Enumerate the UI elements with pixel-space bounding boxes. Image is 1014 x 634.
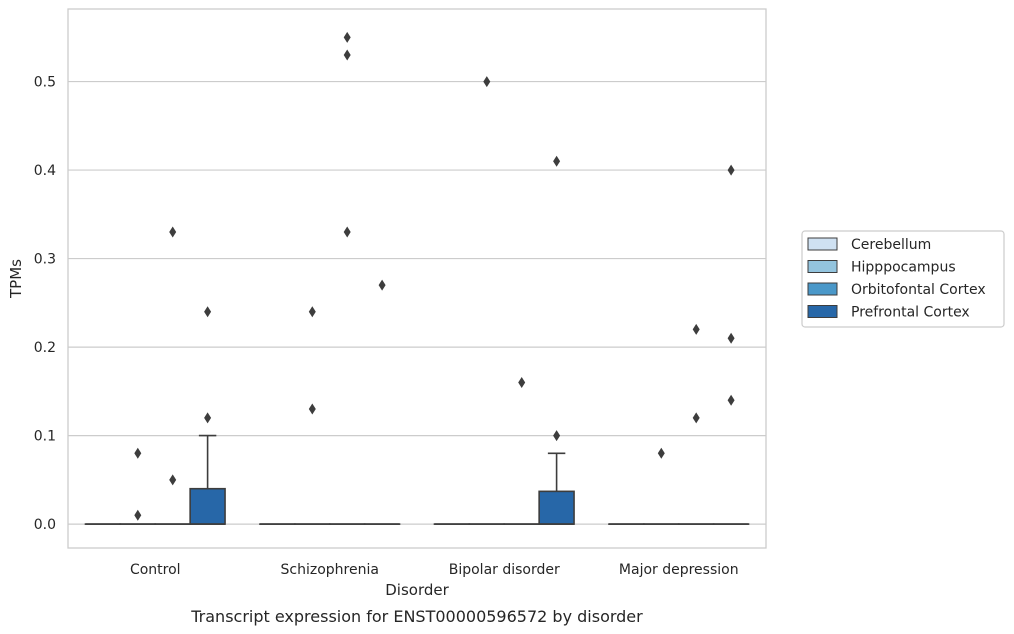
outlier-point <box>692 323 700 335</box>
x-tick-labels: Control Schizophrenia Bipolar disorder Majo… <box>130 562 739 578</box>
box-groups <box>84 31 750 525</box>
outlier-point <box>169 474 177 486</box>
y-axis-label: TPMs <box>7 259 25 299</box>
box-prefrontal-cortex <box>189 306 226 525</box>
outlier-point <box>483 76 491 88</box>
legend: Cerebellum Hipppocampus Orbitofontal Corte… <box>801 230 1005 328</box>
x-axis-label: Disorder <box>385 581 449 599</box>
outlier-point <box>308 306 316 318</box>
outlier-point <box>727 394 735 406</box>
outlier-point <box>378 279 386 291</box>
legend-swatch <box>807 260 838 273</box>
outlier-point <box>553 155 561 167</box>
outlier-point <box>134 509 142 521</box>
x-tick-label: Schizophrenia <box>281 562 379 578</box>
legend-box <box>801 230 1005 328</box>
box-orbitofontal-cortex <box>154 226 191 525</box>
box-prefrontal-cortex <box>363 279 401 525</box>
box-orbitofontal-cortex <box>503 376 540 525</box>
y-tick-label: 0.3 <box>34 252 56 268</box>
box-prefrontal-cortex <box>712 164 750 525</box>
legend-swatch <box>807 237 838 251</box>
outlier-point <box>727 164 735 176</box>
box-body <box>189 487 226 525</box>
box-body <box>538 490 575 525</box>
outlier-point <box>343 49 351 61</box>
y-tick-labels: 0.0 0.1 0.2 0.3 0.4 0.5 <box>34 75 56 534</box>
outlier-point <box>343 226 351 238</box>
box-hipppocampus <box>643 447 680 525</box>
outlier-point <box>169 226 177 238</box>
legend-label: Prefrontal Cortex <box>851 305 970 321</box>
y-tick-label: 0.1 <box>34 429 56 445</box>
outlier-point <box>308 403 316 415</box>
outlier-point <box>692 412 700 424</box>
legend-label: Hipppocampus <box>851 260 956 276</box>
legend-label: Orbitofontal Cortex <box>851 282 986 298</box>
outlier-point <box>343 31 351 43</box>
x-tick-label: Major depression <box>619 562 739 578</box>
y-tick-label: 0.0 <box>34 517 56 533</box>
y-tick-label: 0.2 <box>34 340 56 356</box>
legend-label: Cerebellum <box>851 237 931 253</box>
box-prefrontal-cortex <box>538 155 575 525</box>
y-tick-label: 0.5 <box>34 75 56 91</box>
outlier-point <box>518 376 526 388</box>
y-tick-label: 0.4 <box>34 163 56 179</box>
outlier-point <box>204 412 212 424</box>
box-hipppocampus <box>468 76 506 525</box>
chart-caption: Transcript expression for ENST0000059657… <box>190 607 643 626</box>
box-orbitofontal-cortex <box>328 31 366 525</box>
x-tick-label: Bipolar disorder <box>449 562 560 578</box>
outlier-point <box>727 332 735 344</box>
outlier-point <box>134 447 142 459</box>
legend-swatch <box>807 282 838 296</box>
plot-frame <box>67 8 767 549</box>
legend-swatch <box>807 305 838 318</box>
outlier-point <box>553 430 561 442</box>
outlier-point <box>657 447 665 459</box>
x-tick-label: Control <box>130 562 181 578</box>
outlier-point <box>204 306 212 318</box>
